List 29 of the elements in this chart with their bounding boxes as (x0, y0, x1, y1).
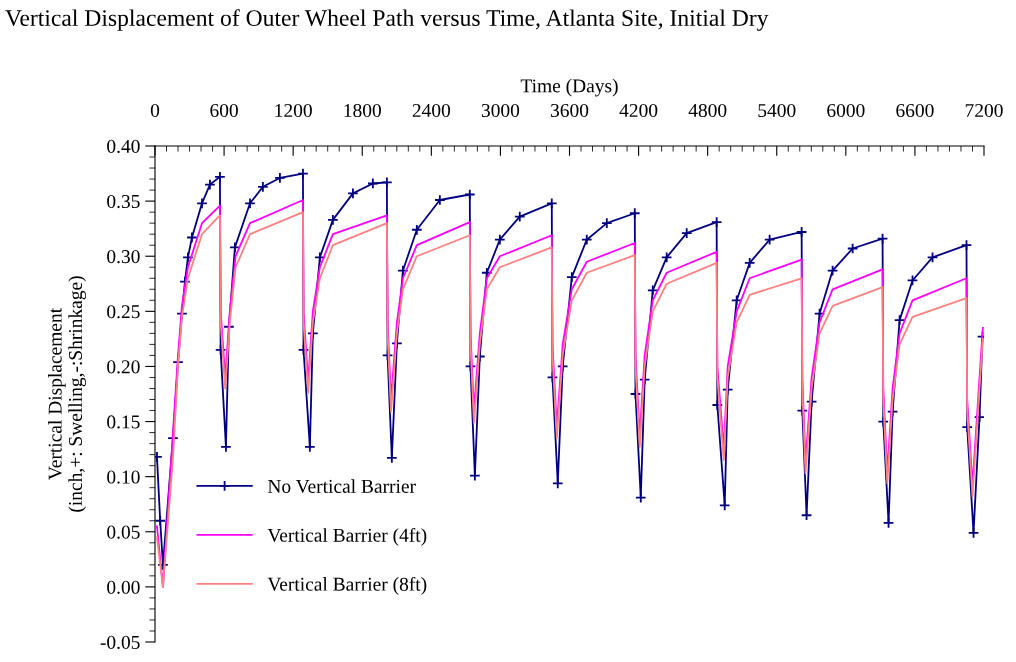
x-tick-label: 2400 (412, 103, 451, 118)
x-tick-label: 6600 (896, 103, 934, 118)
y-tick-label: 0.05 (107, 525, 140, 539)
x-tick-label: 7200 (965, 103, 1003, 118)
y-tick-label: 0.15 (107, 415, 140, 429)
x-tick-label: 6000 (827, 103, 865, 118)
x-tick-label: 3000 (481, 103, 520, 118)
y-tick-label: 0.40 (107, 139, 140, 154)
chart-title: Vertical Displacement of Outer Wheel Path versus Time, Atlanta Site, Initial Dry (5, 9, 769, 31)
legend-label: No Vertical Barrier (267, 479, 416, 494)
x-tick-label: 5400 (758, 103, 796, 118)
x-tick-label: 1200 (275, 103, 312, 118)
y-axis-title: Vertical Displacement (inch,+: Swelling,-:Shrinkage) (48, 276, 87, 512)
x-axis-title: Time (Days) (520, 78, 618, 97)
y-tick-label: 0.10 (107, 470, 140, 484)
y-tick-label: 0.25 (107, 305, 140, 319)
x-tick-label: 0 (150, 103, 160, 118)
x-tick-label: 1800 (344, 103, 381, 118)
x-tick-label: 3600 (550, 103, 589, 118)
y-tick-label: 0.35 (107, 194, 140, 209)
y-tick-label: 0.20 (107, 360, 140, 374)
y-tick-label: 0.30 (107, 250, 140, 264)
legend-label: Vertical Barrier (4ft) (267, 527, 427, 546)
x-tick-label: 600 (210, 103, 238, 118)
y-tick-label: 0.00 (107, 580, 140, 594)
x-tick-label: 4800 (688, 103, 727, 118)
x-tick-label: 4200 (619, 103, 658, 118)
legend-label: Vertical Barrier (8ft) (267, 576, 427, 595)
y-tick-label: -0.05 (100, 635, 140, 650)
